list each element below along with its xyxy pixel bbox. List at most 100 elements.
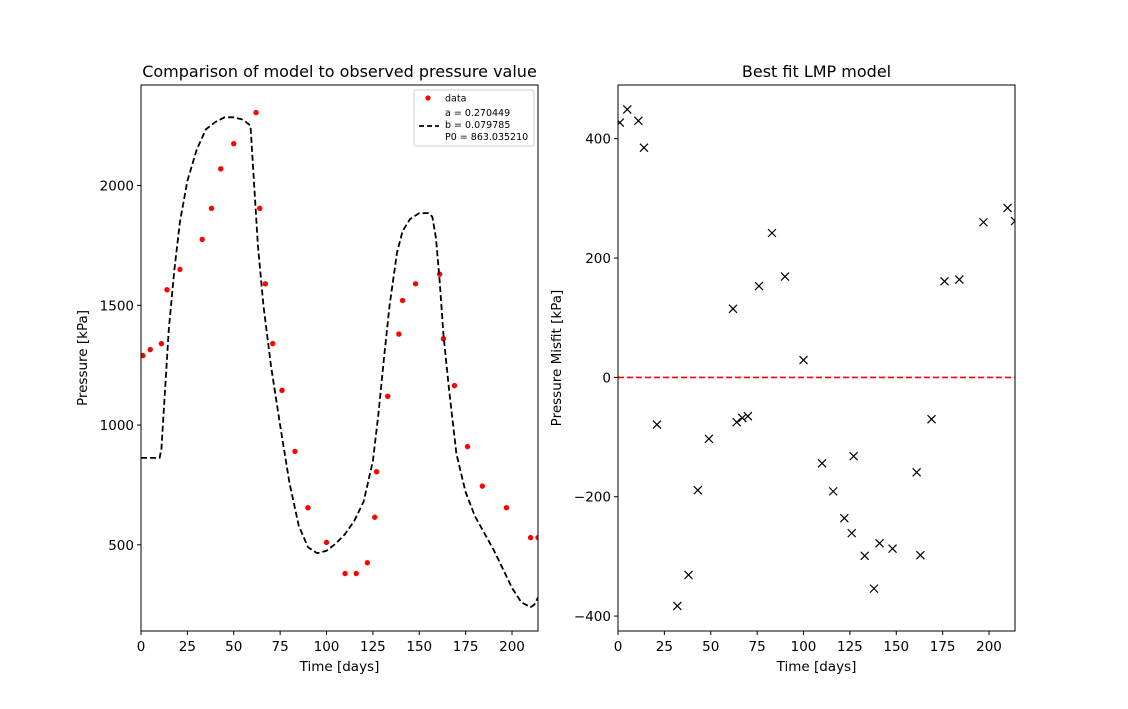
right-plot-area: 0 25 50 75 100 125 150 175 200 −400 −200 0 200 400 — [574, 84, 1016, 655]
data-point — [262, 281, 268, 287]
misfit-marker — [954, 275, 964, 284]
y-tick-label: 0 — [602, 370, 611, 386]
misfit-marker — [828, 486, 838, 496]
y-tick-label: −400 — [574, 609, 611, 625]
x-tick-label: 0 — [614, 639, 623, 655]
misfit-marker — [684, 570, 693, 580]
misfit-marker — [875, 538, 884, 548]
right-chart-title: Best fit LMP model — [742, 62, 891, 81]
data-point — [218, 166, 224, 172]
x-tick-label: 100 — [791, 639, 817, 655]
legend-frame — [413, 89, 535, 147]
plot-marks — [618, 105, 1015, 611]
x-tick-label: 100 — [314, 639, 340, 655]
misfit-marker — [888, 544, 897, 554]
misfit-marker — [693, 485, 703, 495]
y-tick-label: 1500 — [100, 298, 134, 314]
misfit-marker — [912, 467, 922, 477]
data-point — [399, 297, 406, 304]
misfit-marker — [618, 118, 625, 128]
misfit-marker — [979, 217, 988, 227]
x-tick-label: 150 — [883, 639, 909, 655]
misfit-marker — [940, 276, 949, 286]
misfit-marker — [754, 281, 764, 291]
legend-model-param-p0: P0 = 863.035210 — [445, 132, 528, 143]
data-point — [292, 448, 298, 455]
y-tick-label: 1000 — [100, 418, 134, 434]
x-tick-label: 175 — [930, 639, 956, 655]
data-point — [164, 287, 170, 293]
legend-data-label: data — [445, 94, 466, 105]
data-point — [253, 109, 259, 116]
x-tick-label: 75 — [272, 639, 289, 655]
right-chart-panel: Best fit LMP model 0 25 50 75 100 125 150 175 20… — [549, 62, 1016, 675]
misfit-marker — [1010, 216, 1015, 226]
legend-data-marker — [425, 95, 431, 101]
data-point — [158, 340, 165, 347]
x-tick-label: 75 — [749, 639, 766, 655]
y-tick-label: 400 — [585, 132, 611, 148]
x-tick-label: 200 — [499, 639, 525, 655]
misfit-marker — [672, 601, 682, 611]
misfit-marker — [622, 105, 632, 114]
data-point — [353, 570, 359, 577]
misfit-marker — [927, 414, 936, 424]
x-tick-label: 0 — [137, 639, 146, 655]
data-point — [373, 469, 380, 475]
data-point — [535, 534, 538, 541]
misfit-marker — [743, 411, 753, 421]
misfit-marker — [1003, 203, 1013, 213]
misfit-marker — [737, 413, 747, 423]
model-fit-line — [141, 116, 538, 609]
data-point — [177, 266, 183, 273]
x-tick-label: 50 — [702, 639, 719, 655]
misfit-marker — [652, 420, 662, 429]
data-point — [396, 331, 402, 337]
data-point — [527, 534, 534, 541]
data-point — [385, 393, 391, 400]
misfit-marker — [817, 458, 827, 468]
x-tick-label: 175 — [453, 639, 479, 655]
y-tick-label: 200 — [585, 251, 611, 267]
misfit-marker — [849, 451, 859, 461]
right-x-axis-label: Time [days] — [776, 659, 857, 675]
x-tick-label: 125 — [837, 639, 863, 655]
legend-model-param-a: a = 0.270449 — [445, 108, 510, 119]
misfit-marker — [704, 434, 714, 444]
misfit-marker — [839, 513, 849, 523]
legend-model-param-b: b = 0.079785 — [445, 120, 510, 131]
misfit-marker — [799, 355, 808, 365]
data-point — [231, 140, 237, 147]
data-point — [141, 352, 146, 359]
x-tick-label: 150 — [406, 639, 432, 655]
misfit-marker — [847, 528, 857, 538]
misfit-marker — [767, 228, 777, 238]
data-point — [147, 346, 153, 353]
data-point — [305, 504, 311, 511]
data-point — [372, 514, 378, 520]
left-chart-title: Comparison of model to observed pressure… — [142, 62, 537, 81]
data-point — [279, 387, 285, 394]
data-point — [208, 205, 215, 212]
misfit-marker — [639, 143, 649, 153]
data-point — [270, 340, 276, 347]
data-point — [199, 236, 205, 243]
data-point — [323, 539, 330, 546]
misfit-marker — [915, 550, 925, 560]
left-chart-panel: Comparison of model to observed pressure… — [75, 62, 539, 675]
x-tick-label: 25 — [179, 639, 196, 655]
misfit-marker — [732, 417, 742, 427]
left-plot-area: 0 25 50 75 100 125 150 175 200 500 1000 1500 2000 — [100, 84, 539, 655]
x-tick-label: 125 — [360, 639, 386, 655]
data-point — [451, 382, 458, 389]
misfit-marker — [633, 116, 643, 126]
data-point — [503, 504, 510, 511]
y-tick-label: −200 — [574, 490, 611, 506]
plot-frame — [140, 84, 539, 632]
left-chart-legend: data a = 0.270449 b = 0.079785 P0 = 863.… — [413, 89, 535, 147]
plot-marks — [141, 109, 538, 609]
data-point — [342, 570, 348, 577]
x-tick-label: 50 — [225, 639, 242, 655]
misfit-marker — [780, 272, 790, 281]
